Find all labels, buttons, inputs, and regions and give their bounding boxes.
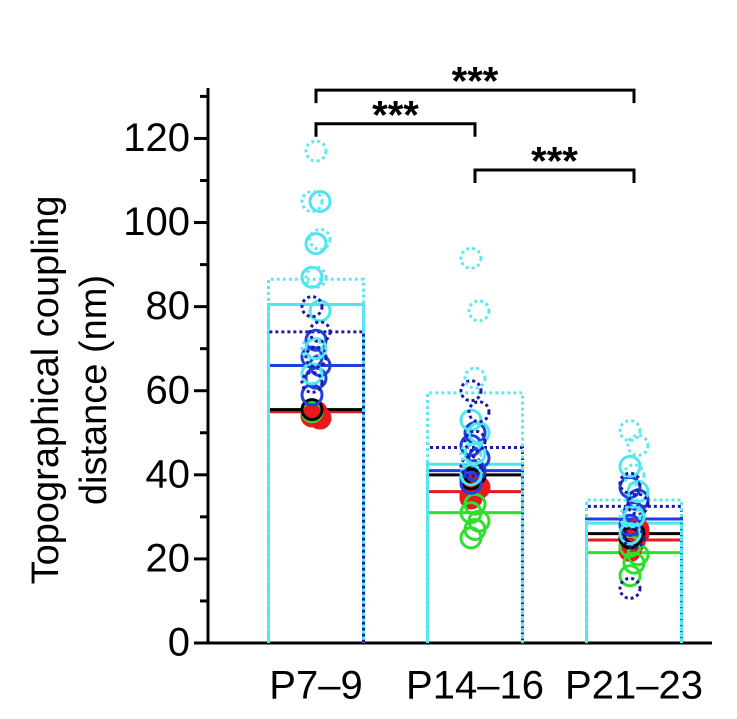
data-point — [459, 463, 483, 487]
data-point — [300, 398, 324, 422]
y-tick-label: 60 — [146, 368, 191, 412]
data-point — [463, 366, 487, 390]
data-point — [304, 328, 328, 352]
data-point — [300, 190, 324, 214]
data-point — [304, 366, 328, 390]
y-label-line: distance (nm) — [73, 275, 115, 505]
data-point — [459, 379, 483, 403]
significance-label: *** — [372, 93, 419, 137]
bar — [267, 408, 365, 643]
data-point — [304, 265, 328, 289]
y-tick-label: 40 — [146, 452, 191, 496]
data-point — [304, 232, 328, 256]
y-tick-label: 80 — [146, 284, 191, 328]
data-point — [308, 320, 332, 344]
y-tick-label: 20 — [146, 536, 191, 580]
bar — [267, 410, 365, 643]
significance-bracket — [314, 122, 477, 137]
data-point — [626, 492, 650, 516]
data-point — [463, 459, 487, 483]
data-point — [618, 454, 642, 478]
y-tick-label: 120 — [123, 116, 190, 160]
data-point — [618, 564, 642, 588]
data-point — [463, 429, 487, 453]
data-point — [308, 190, 332, 214]
y-label: Topographical coupling distance (nm) — [25, 196, 115, 585]
y-tick-label: 100 — [123, 200, 190, 244]
x-tick-label: P14–16 — [406, 664, 544, 708]
data-point — [618, 419, 642, 443]
data-point — [308, 227, 332, 251]
significance-bracket — [473, 168, 636, 183]
bar — [426, 511, 524, 643]
significance-bracket — [314, 88, 636, 104]
data-point — [304, 345, 328, 369]
bar — [426, 391, 524, 643]
significance-label: *** — [452, 60, 499, 104]
data-point — [626, 480, 650, 504]
data-point — [626, 433, 650, 457]
data-point — [459, 442, 483, 466]
data-point — [467, 299, 491, 323]
data-point — [622, 463, 646, 487]
data-point — [618, 522, 642, 546]
data-point — [300, 362, 324, 386]
data-point — [300, 337, 324, 361]
data-point — [618, 576, 642, 600]
data-point — [300, 370, 324, 394]
data-point — [459, 454, 483, 478]
x-tick-label: P21–23 — [565, 664, 703, 708]
data-point — [467, 421, 491, 445]
bar — [267, 330, 365, 643]
data-point — [618, 505, 642, 529]
x-tick-label: P7–9 — [269, 664, 362, 708]
data-point — [459, 471, 483, 495]
data-point — [467, 400, 491, 424]
data-point — [618, 471, 642, 495]
data-point — [622, 526, 646, 550]
bar — [267, 277, 365, 643]
data-point — [300, 295, 324, 319]
y-label-line: Topographical coupling — [25, 196, 67, 585]
bar — [267, 408, 365, 643]
significance-label: *** — [531, 140, 578, 184]
data-point — [304, 139, 328, 163]
y-tick-label: 0 — [168, 621, 190, 665]
data-point — [463, 492, 487, 516]
data-point — [459, 246, 483, 270]
